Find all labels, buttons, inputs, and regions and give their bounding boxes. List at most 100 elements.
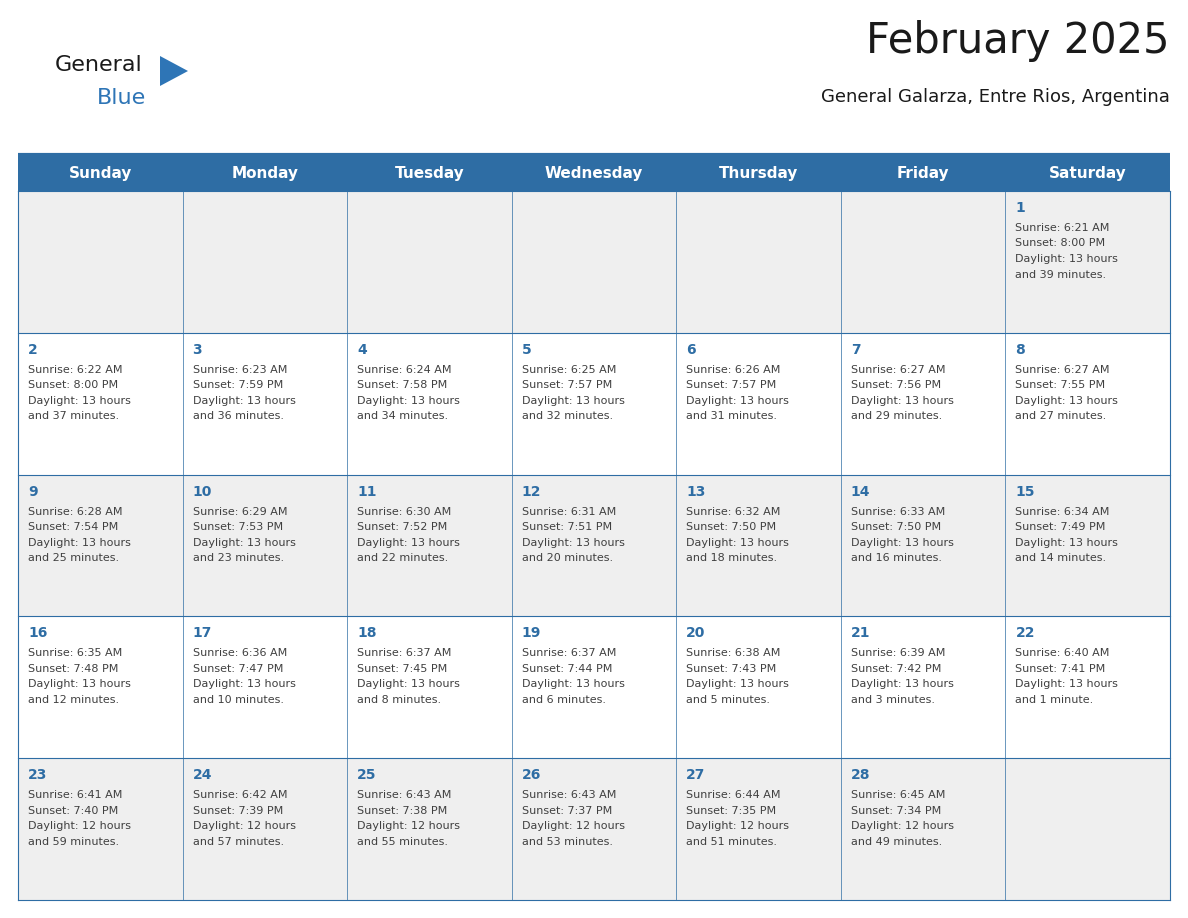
Text: 12: 12 [522, 485, 542, 498]
Text: Daylight: 12 hours: Daylight: 12 hours [192, 822, 296, 831]
Text: Sunrise: 6:31 AM: Sunrise: 6:31 AM [522, 507, 615, 517]
Text: Sunset: 7:52 PM: Sunset: 7:52 PM [358, 522, 448, 532]
Text: Sunrise: 6:43 AM: Sunrise: 6:43 AM [358, 790, 451, 800]
Text: Sunset: 7:39 PM: Sunset: 7:39 PM [192, 806, 283, 816]
Text: Daylight: 13 hours: Daylight: 13 hours [522, 396, 625, 406]
Text: 27: 27 [687, 768, 706, 782]
Text: Daylight: 13 hours: Daylight: 13 hours [358, 679, 460, 689]
Text: Daylight: 13 hours: Daylight: 13 hours [192, 679, 296, 689]
Text: Sunset: 7:49 PM: Sunset: 7:49 PM [1016, 522, 1106, 532]
Text: and 1 minute.: and 1 minute. [1016, 695, 1094, 705]
Text: General: General [55, 55, 143, 75]
Text: Daylight: 13 hours: Daylight: 13 hours [687, 396, 789, 406]
Text: 28: 28 [851, 768, 871, 782]
Text: 2: 2 [29, 342, 38, 357]
Text: and 12 minutes.: and 12 minutes. [29, 695, 119, 705]
Text: 1: 1 [1016, 201, 1025, 215]
Bar [18, 191, 1170, 333]
Text: Daylight: 13 hours: Daylight: 13 hours [522, 538, 625, 548]
Text: Sunrise: 6:41 AM: Sunrise: 6:41 AM [29, 790, 122, 800]
Text: 10: 10 [192, 485, 211, 498]
Text: 17: 17 [192, 626, 211, 641]
Text: 8: 8 [1016, 342, 1025, 357]
Text: and 37 minutes.: and 37 minutes. [29, 411, 119, 421]
Text: Sunset: 7:50 PM: Sunset: 7:50 PM [851, 522, 941, 532]
Text: 24: 24 [192, 768, 213, 782]
Text: Daylight: 12 hours: Daylight: 12 hours [29, 822, 131, 831]
Text: Sunrise: 6:39 AM: Sunrise: 6:39 AM [851, 648, 946, 658]
Text: and 57 minutes.: and 57 minutes. [192, 836, 284, 846]
Text: Sunrise: 6:38 AM: Sunrise: 6:38 AM [687, 648, 781, 658]
Text: and 39 minutes.: and 39 minutes. [1016, 270, 1106, 279]
Text: Daylight: 13 hours: Daylight: 13 hours [29, 396, 131, 406]
Bar [18, 333, 1170, 475]
Text: Sunday: Sunday [69, 165, 132, 181]
Text: and 5 minutes.: and 5 minutes. [687, 695, 770, 705]
Text: Sunset: 7:44 PM: Sunset: 7:44 PM [522, 664, 612, 674]
Text: and 29 minutes.: and 29 minutes. [851, 411, 942, 421]
Text: Sunrise: 6:45 AM: Sunrise: 6:45 AM [851, 790, 946, 800]
Text: Sunrise: 6:37 AM: Sunrise: 6:37 AM [358, 648, 451, 658]
Text: and 55 minutes.: and 55 minutes. [358, 836, 448, 846]
Text: 3: 3 [192, 342, 202, 357]
Text: Daylight: 12 hours: Daylight: 12 hours [851, 822, 954, 831]
Text: and 32 minutes.: and 32 minutes. [522, 411, 613, 421]
Text: and 6 minutes.: and 6 minutes. [522, 695, 606, 705]
Text: Saturday: Saturday [1049, 165, 1126, 181]
Text: Sunrise: 6:37 AM: Sunrise: 6:37 AM [522, 648, 617, 658]
Text: 18: 18 [358, 626, 377, 641]
Text: and 20 minutes.: and 20 minutes. [522, 554, 613, 563]
Text: Blue: Blue [97, 88, 146, 108]
Text: Sunrise: 6:22 AM: Sunrise: 6:22 AM [29, 364, 122, 375]
Text: 25: 25 [358, 768, 377, 782]
Text: and 22 minutes.: and 22 minutes. [358, 554, 448, 563]
Text: Daylight: 13 hours: Daylight: 13 hours [851, 396, 954, 406]
Text: Sunset: 7:50 PM: Sunset: 7:50 PM [687, 522, 777, 532]
Text: Sunrise: 6:43 AM: Sunrise: 6:43 AM [522, 790, 617, 800]
Text: and 51 minutes.: and 51 minutes. [687, 836, 777, 846]
Text: Thursday: Thursday [719, 165, 798, 181]
Polygon shape [160, 56, 188, 86]
Text: and 36 minutes.: and 36 minutes. [192, 411, 284, 421]
Text: 19: 19 [522, 626, 541, 641]
Text: Sunset: 7:57 PM: Sunset: 7:57 PM [687, 380, 777, 390]
Text: Sunrise: 6:24 AM: Sunrise: 6:24 AM [358, 364, 451, 375]
Text: Sunset: 7:57 PM: Sunset: 7:57 PM [522, 380, 612, 390]
Text: Sunset: 7:35 PM: Sunset: 7:35 PM [687, 806, 777, 816]
Text: and 53 minutes.: and 53 minutes. [522, 836, 613, 846]
Text: Sunset: 7:45 PM: Sunset: 7:45 PM [358, 664, 448, 674]
Text: Daylight: 13 hours: Daylight: 13 hours [29, 538, 131, 548]
Text: Daylight: 13 hours: Daylight: 13 hours [851, 538, 954, 548]
Text: and 3 minutes.: and 3 minutes. [851, 695, 935, 705]
Bar [18, 616, 1170, 758]
Text: Sunrise: 6:33 AM: Sunrise: 6:33 AM [851, 507, 946, 517]
Text: 5: 5 [522, 342, 531, 357]
Text: Sunset: 7:55 PM: Sunset: 7:55 PM [1016, 380, 1106, 390]
Text: and 14 minutes.: and 14 minutes. [1016, 554, 1106, 563]
Text: Daylight: 13 hours: Daylight: 13 hours [192, 538, 296, 548]
Text: Sunrise: 6:27 AM: Sunrise: 6:27 AM [851, 364, 946, 375]
Text: Sunrise: 6:25 AM: Sunrise: 6:25 AM [522, 364, 617, 375]
Text: Daylight: 13 hours: Daylight: 13 hours [1016, 396, 1118, 406]
Text: and 49 minutes.: and 49 minutes. [851, 836, 942, 846]
Text: Sunrise: 6:29 AM: Sunrise: 6:29 AM [192, 507, 287, 517]
Text: and 59 minutes.: and 59 minutes. [29, 836, 119, 846]
Text: Daylight: 13 hours: Daylight: 13 hours [358, 538, 460, 548]
Text: Sunset: 7:47 PM: Sunset: 7:47 PM [192, 664, 283, 674]
Text: 4: 4 [358, 342, 367, 357]
Text: Sunrise: 6:21 AM: Sunrise: 6:21 AM [1016, 223, 1110, 233]
Text: Sunset: 7:37 PM: Sunset: 7:37 PM [522, 806, 612, 816]
Text: 21: 21 [851, 626, 871, 641]
Text: Friday: Friday [897, 165, 949, 181]
Text: Sunset: 7:34 PM: Sunset: 7:34 PM [851, 806, 941, 816]
Text: Daylight: 13 hours: Daylight: 13 hours [1016, 254, 1118, 264]
Text: Sunrise: 6:23 AM: Sunrise: 6:23 AM [192, 364, 287, 375]
Bar [18, 155, 1170, 191]
Text: General Galarza, Entre Rios, Argentina: General Galarza, Entre Rios, Argentina [821, 88, 1170, 106]
Text: 22: 22 [1016, 626, 1035, 641]
Text: Wednesday: Wednesday [545, 165, 643, 181]
Text: Sunset: 7:53 PM: Sunset: 7:53 PM [192, 522, 283, 532]
Text: and 27 minutes.: and 27 minutes. [1016, 411, 1107, 421]
Text: 11: 11 [358, 485, 377, 498]
Text: Sunrise: 6:28 AM: Sunrise: 6:28 AM [29, 507, 122, 517]
